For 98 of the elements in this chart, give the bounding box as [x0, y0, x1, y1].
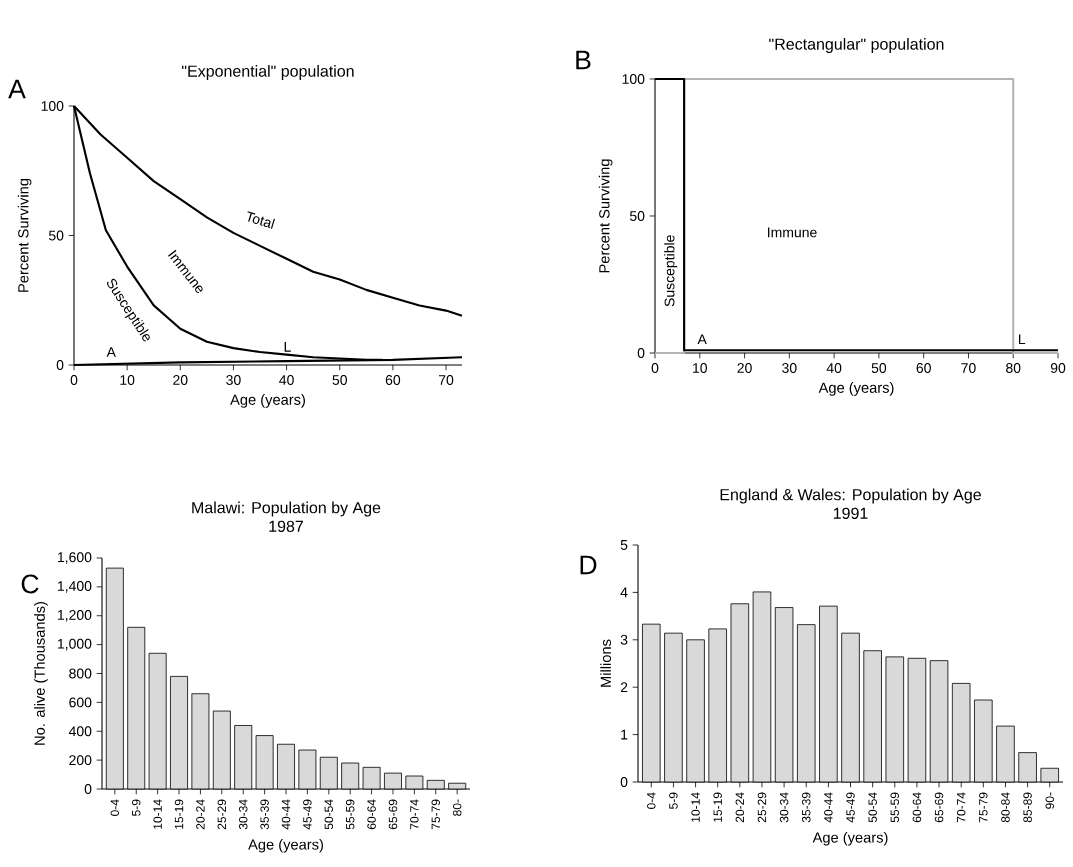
- y-tick-label: 3: [620, 634, 628, 645]
- y-tick-label: 4: [620, 587, 628, 598]
- x-tick-label: 80-: [452, 799, 462, 816]
- x-tick-label: 70-74: [410, 799, 419, 830]
- y-tick-label: 0: [84, 784, 92, 794]
- x-tick-label: 15-19: [713, 792, 722, 822]
- x-tick-label: 80-84: [1001, 792, 1010, 823]
- text: D: [580, 555, 597, 575]
- annotation: Immune: [768, 227, 817, 238]
- x-tick-label: 50-54: [324, 799, 334, 830]
- x-tick-label: 75-79: [979, 792, 988, 823]
- y-tick-label: 800: [69, 668, 92, 679]
- annotation: L: [284, 342, 291, 352]
- x-tick-label: 80: [1006, 363, 1021, 373]
- x-tick-label: 20: [737, 363, 752, 373]
- x-axis-title: Age (years): [230, 394, 305, 408]
- x-axis-title: Age (years): [812, 831, 888, 846]
- y-tick-label: 0: [637, 348, 645, 358]
- x-tick-label: 70-74: [956, 792, 966, 823]
- x-tick-label: 25-29: [757, 792, 767, 823]
- x-tick-label: 70: [438, 375, 454, 385]
- text: B: [576, 50, 591, 70]
- x-tick-label: 0: [651, 363, 659, 373]
- x-tick-label: 55-59: [890, 792, 900, 823]
- y-tick-label: 1,200: [57, 609, 92, 622]
- y-tick-label: 5: [620, 540, 628, 550]
- x-tick-label: 40-44: [824, 792, 833, 823]
- x-tick-label: 30-34: [779, 792, 789, 823]
- annotation: Total: [247, 211, 275, 229]
- x-tick-label: 30: [782, 363, 797, 373]
- y-tick-label: 600: [69, 697, 92, 708]
- x-tick-label: 55-59: [345, 799, 355, 830]
- x-tick-label: 45-49: [846, 792, 855, 823]
- x-tick-label: 75-79: [431, 799, 441, 830]
- x-tick-label: 20-24: [196, 799, 205, 830]
- y-tick-label: 400: [68, 726, 92, 737]
- text: A: [8, 79, 26, 99]
- text: C: [21, 574, 39, 594]
- y-tick-label: 1,000: [57, 638, 92, 651]
- x-tick-label: 85-89: [1023, 792, 1032, 823]
- x-tick-label: 45-49: [303, 799, 312, 830]
- y-tick-label: 0: [620, 777, 628, 787]
- x-tick-label: 60-64: [367, 799, 376, 830]
- y-axis-title: No. alive (Thousands): [34, 602, 48, 745]
- chart-subtitle: 1987: [269, 520, 303, 532]
- y-tick-label: 1,400: [57, 581, 92, 593]
- x-tick-label: 65-69: [388, 799, 398, 830]
- y-tick-label: 2: [620, 682, 628, 693]
- y-tick-label: 50: [48, 230, 64, 241]
- x-tick-label: 30: [226, 375, 241, 385]
- x-tick-label: 5-9: [669, 792, 678, 809]
- x-tick-label: 40-44: [281, 799, 291, 830]
- y-axis-title: Percent Surviving: [598, 159, 613, 273]
- chart-title: "Exponential" population: [182, 65, 354, 80]
- x-tick-label: 40: [826, 363, 842, 373]
- x-tick-label: 60: [385, 375, 401, 385]
- y-tick-label: 100: [622, 74, 645, 84]
- x-tick-label: 65-69: [934, 792, 944, 823]
- x-tick-label: 15-19: [174, 799, 184, 829]
- chart-subtitle: 1991: [833, 507, 868, 519]
- y-axis-title: Percent Surviving: [17, 178, 32, 292]
- x-tick-label: 0-4: [647, 792, 656, 809]
- x-tick-label: 10: [120, 375, 135, 385]
- x-tick-label: 60: [916, 363, 931, 373]
- chart-title: Malawi: Population by Age: [192, 501, 381, 517]
- x-tick-label: 0-4: [110, 799, 120, 816]
- chart-title: "Rectangular" population: [769, 38, 944, 53]
- x-tick-label: 35-39: [801, 792, 811, 823]
- y-tick-label: 1,600: [57, 552, 92, 564]
- y-tick-label: 1: [621, 729, 628, 740]
- annotation: Susceptible: [664, 235, 678, 307]
- x-tick-label: 90: [1050, 363, 1066, 373]
- x-tick-label: 35-39: [260, 799, 269, 830]
- y-tick-label: 50: [629, 211, 645, 221]
- x-tick-label: 10-14: [691, 792, 700, 822]
- x-tick-label: 25-29: [217, 799, 227, 830]
- x-tick-label: 60-64: [912, 792, 922, 823]
- x-tick-label: 70: [961, 363, 976, 373]
- x-axis-title: Age (years): [248, 838, 323, 853]
- x-tick-label: 50: [871, 363, 887, 373]
- x-tick-label: 10: [693, 363, 708, 373]
- chart-title: England & Wales: Population by Age: [720, 488, 981, 504]
- x-tick-label: 40: [279, 375, 294, 385]
- annotation: L: [1019, 334, 1026, 345]
- annotation: A: [697, 334, 707, 345]
- x-tick-label: 30-34: [238, 799, 248, 830]
- x-tick-label: 5-9: [131, 799, 141, 816]
- y-tick-label: 200: [69, 755, 92, 766]
- y-tick-label: 100: [41, 101, 64, 111]
- x-tick-label: 50: [332, 375, 347, 385]
- x-axis-title: Age (years): [818, 382, 894, 396]
- x-tick-label: 20-24: [735, 792, 745, 823]
- x-tick-label: 90-: [1045, 792, 1054, 809]
- y-axis-title: Millions: [600, 639, 612, 687]
- annotation: A: [106, 347, 116, 357]
- x-tick-label: 10-14: [153, 799, 162, 829]
- x-tick-label: 50-54: [868, 792, 877, 823]
- x-tick-label: 20: [173, 375, 188, 385]
